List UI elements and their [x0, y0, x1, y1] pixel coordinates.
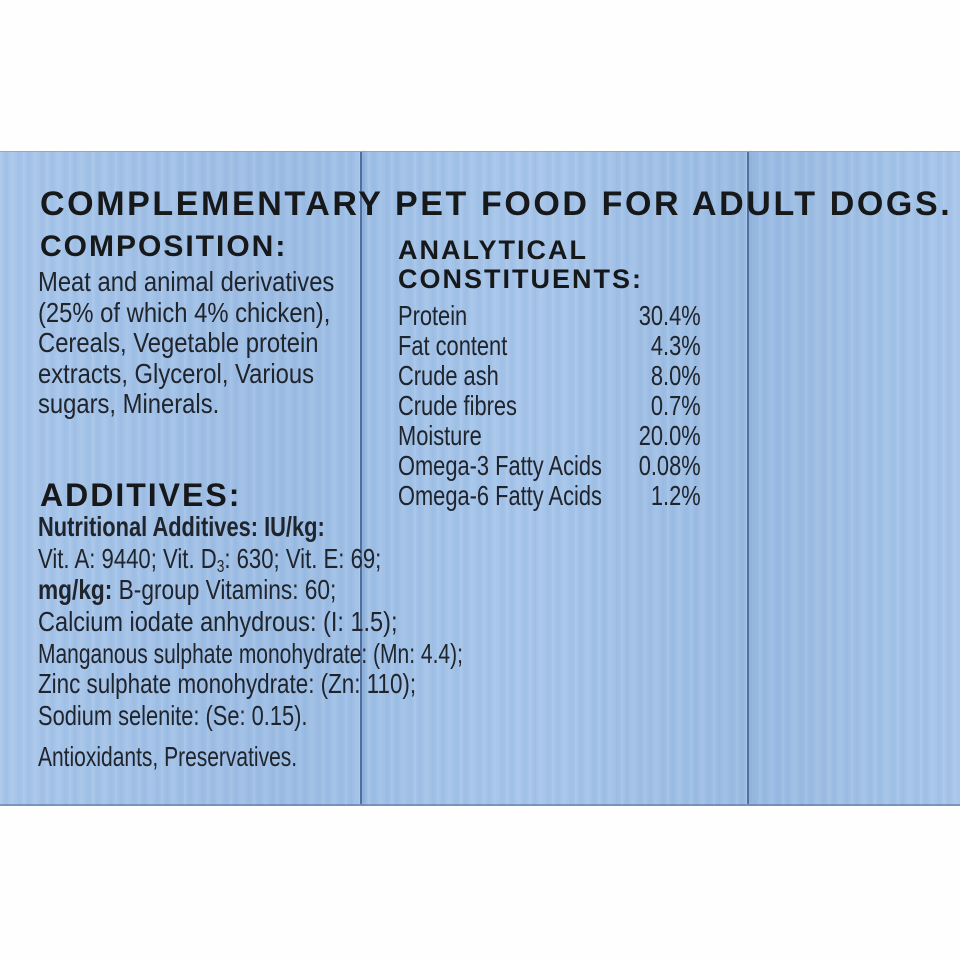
table-row: Crude fibres 0.7%: [398, 391, 701, 421]
vitamins-text: : 630; Vit. E: 69;: [224, 543, 382, 574]
analytical-heading-line1: ANALYTICAL: [398, 235, 589, 265]
additives-heading: ADDITIVES:: [40, 477, 242, 513]
table-row: Fat content 4.3%: [398, 331, 701, 361]
composition-line: extracts, Glycerol, Various: [38, 357, 314, 389]
table-row: Omega-6 Fatty Acids 1.2%: [398, 481, 701, 511]
mineral-line: Sodium selenite: (Se: 0.15).: [38, 700, 308, 731]
mineral-line: Calcium iodate anhydrous: (I: 1.5);: [38, 606, 398, 637]
constituent-name: Omega-6 Fatty Acids: [398, 480, 602, 511]
mg-per-kg-label: mg/kg:: [38, 574, 113, 605]
table-row: Omega-3 Fatty Acids 0.08%: [398, 451, 701, 481]
mg-per-kg-line: mg/kg: B-group Vitamins: 60;: [38, 575, 336, 605]
vitamins-text: Vit. A: 9440; Vit. D: [38, 543, 217, 574]
wood-plank-seam-left: [360, 152, 362, 804]
composition-heading: COMPOSITION:: [40, 230, 288, 263]
constituent-value: 8.0%: [650, 360, 701, 391]
constituent-value: 20.0%: [638, 420, 701, 451]
vitamin-d3-subscript: 3: [216, 555, 225, 576]
label-title: COMPLEMENTARY PET FOOD FOR ADULT DOGS.: [40, 185, 953, 223]
mineral-line: Manganous sulphate monohydrate: (Mn: 4.4…: [38, 638, 463, 669]
table-row: Protein 30.4%: [398, 301, 701, 331]
constituent-name: Moisture: [398, 420, 482, 451]
constituent-name: Protein: [398, 300, 468, 331]
composition-line: (25% of which 4% chicken),: [38, 296, 331, 328]
other-additives-line: Antioxidants, Preservatives.: [38, 741, 298, 772]
mg-per-kg-text: B-group Vitamins: 60;: [112, 574, 337, 605]
table-row: Moisture 20.0%: [398, 421, 701, 451]
blue-wood-panel: [0, 151, 960, 806]
analytical-constituents-heading: ANALYTICAL CONSTITUENTS:: [398, 236, 643, 294]
constituent-value: 0.08%: [638, 450, 701, 481]
constituent-name: Omega-3 Fatty Acids: [398, 450, 602, 481]
composition-line: Cereals, Vegetable protein: [38, 327, 319, 358]
constituent-value: 30.4%: [638, 300, 701, 331]
vitamins-line: Vit. A: 9440; Vit. D3: 630; Vit. E: 69;: [38, 544, 381, 581]
composition-line: sugars, Minerals.: [38, 388, 220, 419]
analytical-heading-line2: CONSTITUENTS:: [398, 264, 643, 294]
constituent-value: 0.7%: [650, 390, 701, 421]
constituent-name: Crude ash: [398, 360, 499, 391]
constituent-value: 1.2%: [650, 480, 701, 511]
wood-plank-seam-right: [747, 152, 749, 804]
mineral-line: Zinc sulphate monohydrate: (Zn: 110);: [38, 668, 417, 699]
constituent-name: Crude fibres: [398, 390, 517, 421]
constituent-name: Fat content: [398, 330, 508, 361]
composition-line: Meat and animal derivatives: [38, 266, 335, 297]
constituent-value: 4.3%: [650, 330, 701, 361]
nutritional-additives-heading: Nutritional Additives: IU/kg:: [38, 511, 325, 542]
composition-text: Meat and animal derivatives (25% of whic…: [38, 266, 335, 420]
analytical-constituents-table: Protein 30.4% Fat content 4.3% Crude ash…: [398, 301, 701, 511]
table-row: Crude ash 8.0%: [398, 361, 701, 391]
